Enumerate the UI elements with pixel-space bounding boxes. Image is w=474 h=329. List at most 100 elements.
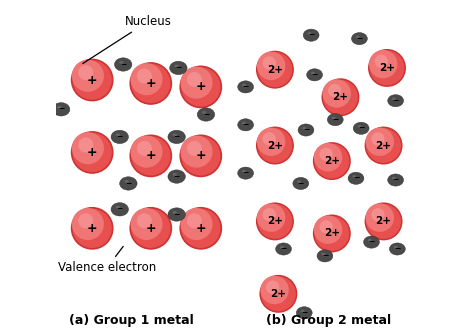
Circle shape — [129, 62, 172, 105]
Text: 2+: 2+ — [332, 92, 348, 102]
Ellipse shape — [388, 174, 403, 186]
Text: −: − — [203, 110, 209, 119]
Text: −: − — [368, 237, 374, 246]
Ellipse shape — [116, 134, 120, 136]
Circle shape — [314, 216, 349, 251]
Ellipse shape — [352, 175, 356, 178]
Ellipse shape — [242, 84, 246, 86]
Circle shape — [323, 80, 358, 115]
Circle shape — [72, 60, 104, 92]
Text: −: − — [358, 123, 365, 133]
Ellipse shape — [298, 124, 314, 136]
Text: −: − — [303, 125, 309, 134]
Text: 2+: 2+ — [267, 140, 283, 151]
Circle shape — [73, 209, 112, 248]
Ellipse shape — [297, 180, 301, 183]
Text: 2+: 2+ — [267, 216, 283, 226]
Circle shape — [257, 204, 292, 239]
Ellipse shape — [237, 81, 254, 93]
Text: −: − — [173, 210, 180, 219]
Ellipse shape — [392, 98, 396, 100]
Text: −: − — [392, 96, 399, 105]
Ellipse shape — [390, 243, 405, 255]
Circle shape — [181, 136, 220, 176]
Circle shape — [180, 135, 222, 177]
Ellipse shape — [173, 134, 177, 136]
Ellipse shape — [393, 246, 398, 248]
Circle shape — [181, 136, 212, 168]
Ellipse shape — [302, 127, 306, 129]
Circle shape — [137, 141, 152, 156]
Text: −: − — [242, 82, 249, 91]
Circle shape — [137, 68, 152, 84]
Ellipse shape — [357, 125, 362, 128]
Text: 2+: 2+ — [375, 216, 392, 226]
Text: −: − — [301, 308, 308, 317]
Circle shape — [259, 275, 297, 313]
Text: −: − — [332, 115, 338, 124]
Circle shape — [319, 220, 333, 234]
Ellipse shape — [307, 32, 311, 35]
Ellipse shape — [368, 239, 372, 241]
Circle shape — [73, 60, 112, 100]
Ellipse shape — [352, 33, 367, 45]
Circle shape — [130, 136, 163, 168]
Text: −: − — [242, 168, 249, 177]
Circle shape — [73, 133, 112, 172]
Circle shape — [181, 209, 220, 248]
Ellipse shape — [301, 310, 305, 312]
Circle shape — [129, 135, 172, 177]
Text: +: + — [146, 149, 156, 163]
Ellipse shape — [119, 177, 137, 190]
Circle shape — [261, 276, 296, 311]
Circle shape — [187, 72, 202, 87]
Ellipse shape — [353, 122, 369, 134]
Ellipse shape — [237, 167, 254, 179]
Text: 2+: 2+ — [375, 140, 392, 151]
Circle shape — [257, 128, 285, 156]
Circle shape — [131, 209, 171, 248]
Ellipse shape — [173, 173, 177, 176]
Text: +: + — [195, 80, 206, 93]
Text: 2+: 2+ — [379, 63, 395, 73]
Ellipse shape — [174, 64, 179, 67]
Text: +: + — [87, 222, 98, 235]
Circle shape — [130, 63, 163, 95]
Circle shape — [260, 276, 289, 304]
Ellipse shape — [311, 72, 315, 74]
Circle shape — [181, 67, 220, 107]
Text: +: + — [146, 77, 156, 90]
Circle shape — [314, 143, 342, 171]
Circle shape — [257, 128, 292, 163]
Circle shape — [72, 208, 104, 240]
Text: −: − — [353, 173, 359, 183]
Ellipse shape — [170, 61, 187, 75]
Text: 2+: 2+ — [270, 289, 286, 299]
Ellipse shape — [115, 58, 132, 71]
Circle shape — [374, 55, 388, 68]
Text: −: − — [117, 205, 123, 214]
Ellipse shape — [168, 208, 185, 221]
Circle shape — [313, 142, 351, 180]
Text: −: − — [392, 175, 399, 184]
Ellipse shape — [53, 103, 70, 116]
Text: −: − — [173, 132, 180, 141]
Circle shape — [257, 203, 285, 232]
Text: −: − — [356, 34, 363, 43]
Circle shape — [365, 203, 394, 232]
Circle shape — [314, 215, 342, 244]
Circle shape — [328, 84, 341, 97]
Ellipse shape — [392, 177, 396, 179]
Ellipse shape — [197, 108, 215, 121]
Ellipse shape — [173, 211, 177, 214]
Ellipse shape — [237, 119, 254, 131]
Circle shape — [263, 208, 276, 221]
Circle shape — [78, 138, 93, 152]
Text: −: − — [298, 179, 304, 188]
Ellipse shape — [119, 61, 124, 64]
Ellipse shape — [364, 236, 379, 248]
Circle shape — [365, 202, 402, 240]
Ellipse shape — [280, 246, 284, 248]
Circle shape — [368, 49, 406, 87]
Circle shape — [319, 148, 333, 161]
